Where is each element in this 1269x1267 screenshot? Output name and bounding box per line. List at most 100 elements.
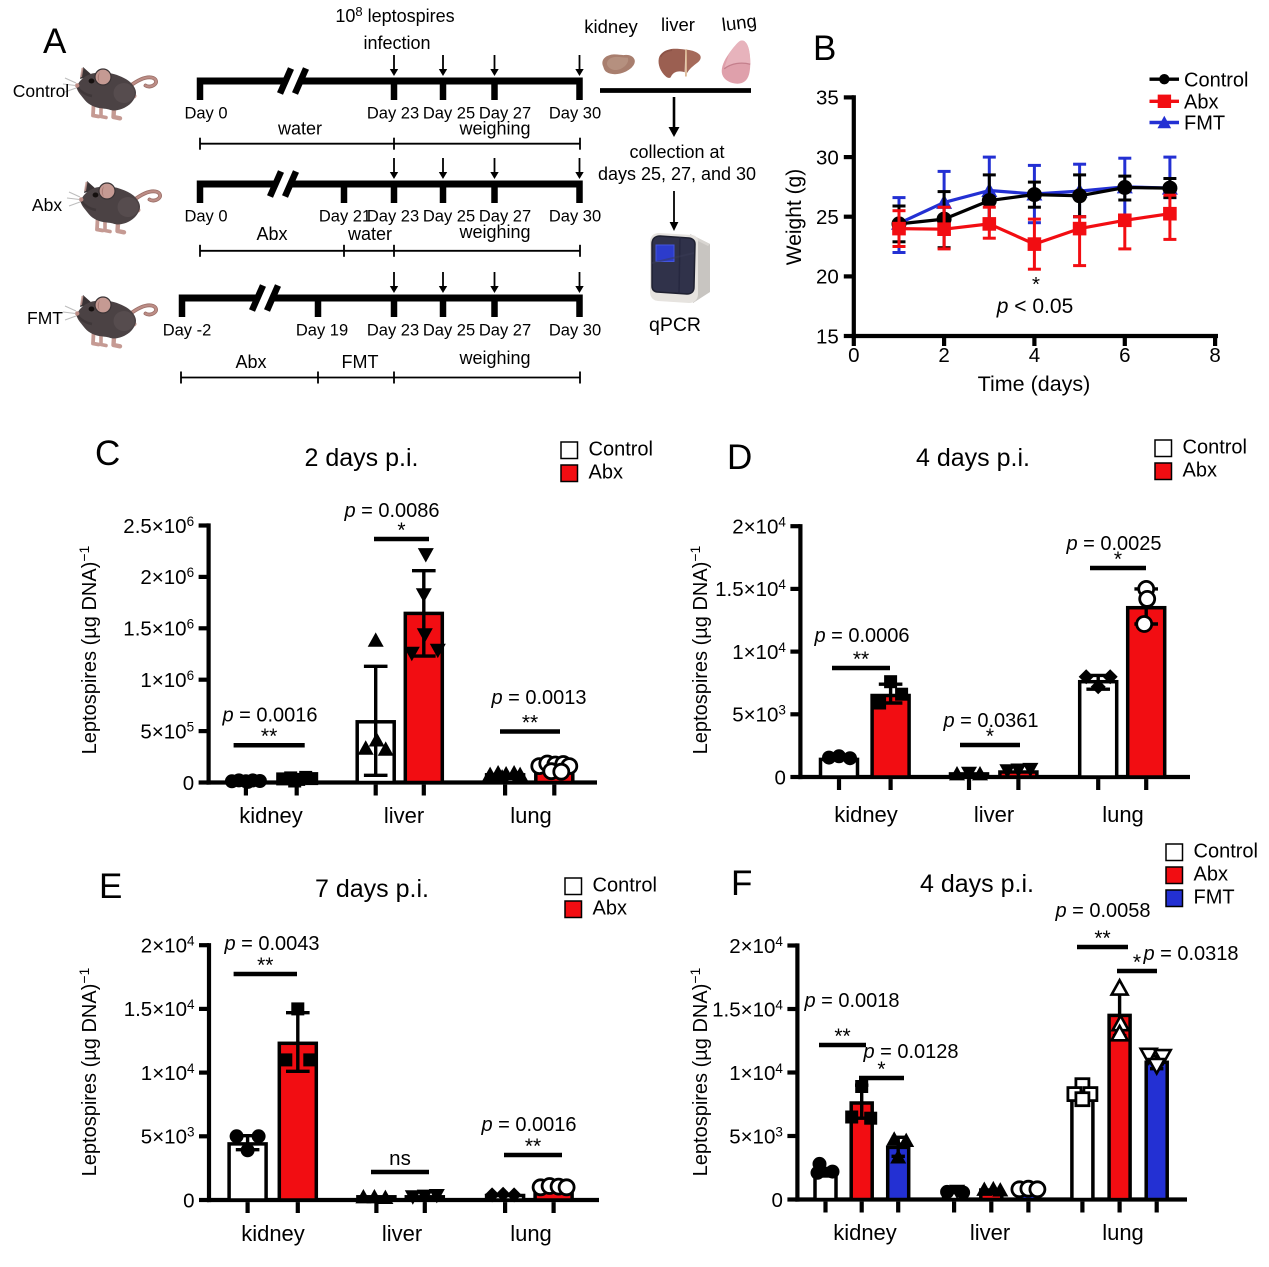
svg-text:0: 0 bbox=[774, 766, 785, 789]
svg-text:2×106: 2×106 bbox=[140, 565, 194, 589]
svg-text:p = 0.0318: p = 0.0318 bbox=[1142, 943, 1238, 965]
svg-text:qPCR: qPCR bbox=[649, 314, 701, 336]
svg-text:E: E bbox=[99, 867, 122, 906]
svg-text:5×103: 5×103 bbox=[141, 1125, 195, 1149]
svg-text:Day 25: Day 25 bbox=[423, 208, 475, 226]
svg-text:4 days p.i.: 4 days p.i. bbox=[916, 444, 1030, 472]
svg-text:liver: liver bbox=[384, 803, 424, 828]
svg-text:Leptospires (µg DNA)−1: Leptospires (µg DNA)−1 bbox=[687, 545, 712, 754]
svg-text:**: ** bbox=[525, 1135, 541, 1158]
svg-text:A: A bbox=[43, 22, 67, 61]
svg-text:Abx: Abx bbox=[256, 224, 287, 244]
svg-text:p < 0.05: p < 0.05 bbox=[996, 295, 1074, 318]
svg-text:collection at: collection at bbox=[629, 142, 724, 162]
svg-text:0: 0 bbox=[771, 1189, 782, 1212]
svg-text:infection: infection bbox=[363, 33, 430, 53]
svg-text:p = 0.0043: p = 0.0043 bbox=[223, 933, 319, 955]
svg-text:**: ** bbox=[1094, 927, 1110, 950]
svg-text:5×103: 5×103 bbox=[729, 1124, 783, 1148]
svg-text:2: 2 bbox=[938, 344, 949, 367]
svg-text:**: ** bbox=[853, 648, 869, 671]
svg-text:kidney: kidney bbox=[584, 16, 638, 37]
svg-text:ns: ns bbox=[389, 1147, 411, 1170]
svg-text:1.5×106: 1.5×106 bbox=[123, 617, 194, 641]
svg-text:*: * bbox=[1133, 951, 1141, 974]
svg-text:5×103: 5×103 bbox=[732, 703, 786, 727]
svg-text:Day 23: Day 23 bbox=[367, 208, 419, 226]
svg-text:FMT: FMT bbox=[1194, 887, 1235, 909]
svg-text:Leptospires (µg DNA)−1: Leptospires (µg DNA)−1 bbox=[76, 967, 101, 1176]
svg-text:Leptospires (µg DNA)−1: Leptospires (µg DNA)−1 bbox=[687, 967, 712, 1176]
svg-text:B: B bbox=[813, 29, 836, 68]
svg-text:1×104: 1×104 bbox=[729, 1061, 783, 1085]
svg-text:p = 0.0016: p = 0.0016 bbox=[480, 1114, 576, 1136]
svg-text:Day 30: Day 30 bbox=[549, 322, 601, 340]
svg-text:water: water bbox=[277, 119, 322, 139]
svg-text:Abx: Abx bbox=[1184, 92, 1218, 114]
svg-text:liver: liver bbox=[661, 14, 695, 35]
svg-text:4 days p.i.: 4 days p.i. bbox=[920, 870, 1034, 898]
svg-text:Abx: Abx bbox=[589, 462, 623, 484]
svg-text:Day 27: Day 27 bbox=[479, 105, 531, 123]
svg-text:kidney: kidney bbox=[834, 802, 898, 827]
svg-text:liver: liver bbox=[974, 802, 1014, 827]
svg-text:p = 0.0006: p = 0.0006 bbox=[813, 625, 909, 647]
svg-text:*: * bbox=[397, 519, 405, 542]
svg-text:2×104: 2×104 bbox=[732, 515, 786, 539]
svg-text:lung: lung bbox=[1102, 1220, 1144, 1245]
svg-text:p = 0.0016: p = 0.0016 bbox=[221, 705, 317, 727]
svg-text:1×104: 1×104 bbox=[732, 640, 786, 664]
svg-text:D: D bbox=[727, 438, 752, 477]
svg-text:Day 25: Day 25 bbox=[423, 105, 475, 123]
svg-text:Day 27: Day 27 bbox=[479, 322, 531, 340]
svg-text:1.5×104: 1.5×104 bbox=[712, 997, 783, 1021]
svg-text:*: * bbox=[986, 725, 994, 748]
svg-text:Day 21: Day 21 bbox=[319, 208, 371, 226]
svg-text:Abx: Abx bbox=[1194, 864, 1228, 886]
svg-text:1.5×104: 1.5×104 bbox=[715, 577, 786, 601]
svg-text:p = 0.0018: p = 0.0018 bbox=[803, 990, 899, 1012]
svg-text:weighing: weighing bbox=[458, 119, 530, 139]
svg-text:Day 19: Day 19 bbox=[296, 322, 348, 340]
svg-text:p = 0.0361: p = 0.0361 bbox=[942, 710, 1038, 732]
svg-text:Abx: Abx bbox=[235, 352, 266, 372]
svg-text:Control: Control bbox=[1183, 437, 1247, 459]
svg-text:Abx: Abx bbox=[593, 898, 627, 920]
svg-text:lung: lung bbox=[1102, 802, 1144, 827]
svg-text:2×104: 2×104 bbox=[729, 934, 783, 958]
svg-text:Day 23: Day 23 bbox=[367, 322, 419, 340]
svg-text:Control: Control bbox=[1184, 69, 1248, 91]
svg-text:**: ** bbox=[522, 712, 538, 735]
svg-text:Weight (g): Weight (g) bbox=[783, 169, 806, 265]
svg-text:8: 8 bbox=[1209, 344, 1220, 367]
svg-text:*: * bbox=[877, 1058, 885, 1081]
svg-text:Day 0: Day 0 bbox=[184, 208, 227, 226]
svg-text:lung: lung bbox=[510, 1221, 552, 1246]
svg-text:*: * bbox=[1032, 273, 1040, 296]
svg-text:35: 35 bbox=[816, 87, 839, 110]
svg-text:Control: Control bbox=[589, 439, 653, 461]
svg-text:0: 0 bbox=[848, 344, 859, 367]
svg-text:C: C bbox=[95, 434, 120, 473]
svg-text:**: ** bbox=[257, 954, 273, 977]
svg-text:p = 0.0013: p = 0.0013 bbox=[490, 687, 586, 709]
svg-text:kidney: kidney bbox=[833, 1220, 897, 1245]
svg-text:Control: Control bbox=[593, 875, 657, 897]
svg-text:Control: Control bbox=[1194, 841, 1258, 863]
svg-text:2.5×106: 2.5×106 bbox=[123, 514, 194, 538]
svg-text:**: ** bbox=[261, 725, 277, 748]
svg-text:6: 6 bbox=[1119, 344, 1130, 367]
svg-text:Day -2: Day -2 bbox=[163, 322, 212, 340]
svg-text:5×105: 5×105 bbox=[140, 719, 194, 743]
svg-text:30: 30 bbox=[816, 146, 839, 169]
svg-text:*: * bbox=[1114, 548, 1122, 571]
svg-text:weighing: weighing bbox=[458, 348, 530, 368]
svg-text:p = 0.0058: p = 0.0058 bbox=[1054, 900, 1150, 922]
svg-text:Day 30: Day 30 bbox=[549, 208, 601, 226]
svg-text:p = 0.0025: p = 0.0025 bbox=[1065, 533, 1161, 555]
svg-text:Control: Control bbox=[13, 81, 69, 101]
svg-text:liver: liver bbox=[382, 1221, 422, 1246]
svg-text:weighing: weighing bbox=[458, 222, 530, 242]
svg-text:Day 23: Day 23 bbox=[367, 105, 419, 123]
svg-text:lung: lung bbox=[721, 10, 758, 35]
